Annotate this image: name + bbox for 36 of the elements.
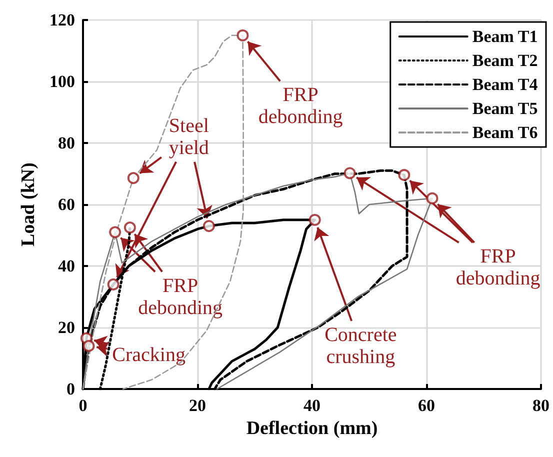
x-tick-label: 0 [78,396,88,415]
legend-label: Beam T1 [472,27,538,46]
annotation: Steel yield [168,114,210,159]
legend-label: Beam T2 [472,51,538,70]
y-axis-title: Load (kN) [18,162,39,246]
point [82,340,95,352]
x-tick-label: 60 [418,396,435,415]
annotation: Concrete crushing [324,324,397,368]
y-tick-label: 120 [50,10,75,30]
point [398,168,410,181]
y-tick-label: 60 [58,195,75,214]
point [308,214,321,226]
annotation: FRP debonding [258,84,343,128]
point [124,222,136,234]
y-tick-label: 40 [58,256,75,276]
y-tick-label: 100 [50,72,75,91]
legend-label: Beam T6 [472,123,538,142]
point [107,278,120,290]
x-tick-label: 20 [189,396,206,415]
point [127,172,140,184]
x-tick-label: 40 [304,396,320,415]
annotation: FRP debonding [456,246,540,290]
point [109,226,122,238]
annotation: Cracking [112,344,186,366]
y-tick-label: 20 [58,318,75,337]
point [344,167,356,180]
annotation: FRP debonding [138,274,223,319]
point [202,220,215,232]
point [236,29,249,42]
legend-label: Beam T5 [472,99,538,118]
legend-label: Beam T4 [472,75,538,94]
y-tick-label: 80 [58,134,75,152]
x-tick-label: 80 [532,396,550,415]
point [426,192,438,204]
y-tick-label: 0 [66,380,75,398]
x-axis-title: Deflection (mm) [246,418,378,439]
